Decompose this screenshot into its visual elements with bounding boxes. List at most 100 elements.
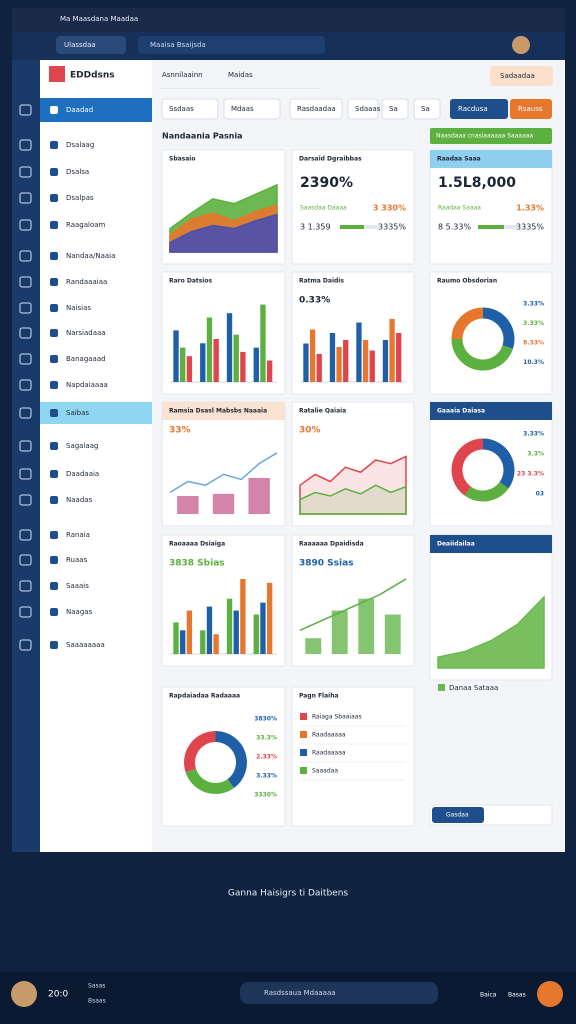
line <box>169 452 278 494</box>
sidebar-item[interactable]: Naisias <box>66 304 91 312</box>
sidebar-item[interactable]: Saaaaaaaa <box>66 641 105 649</box>
sidebar-item[interactable]: Ruaas <box>66 556 88 564</box>
filter[interactable] <box>381 98 409 120</box>
list-swatch <box>300 731 307 738</box>
task-avatar[interactable] <box>11 981 37 1007</box>
filter[interactable] <box>289 98 343 120</box>
divider <box>160 88 320 89</box>
task-search[interactable] <box>240 982 438 1004</box>
item-icon <box>50 556 58 564</box>
address-box[interactable] <box>56 36 126 54</box>
tab[interactable]: Asnnilaainn <box>162 71 203 79</box>
sidebar-item[interactable]: Dsalsa <box>66 168 89 176</box>
action-button[interactable] <box>450 99 508 119</box>
kpi-note: Raadaa Saaaa <box>438 205 481 212</box>
item-icon <box>50 329 58 337</box>
tray-label[interactable]: Baica <box>480 992 497 999</box>
address[interactable]: Ulassdaa <box>64 41 96 49</box>
action-button[interactable] <box>510 99 552 119</box>
task-search-text[interactable]: Rasdssaua Mdaaaaa <box>264 989 336 997</box>
header-button[interactable] <box>490 66 553 86</box>
bar <box>186 610 193 654</box>
filter-label[interactable]: Sa <box>421 105 430 113</box>
card-title: Ratma Daidis <box>299 278 344 285</box>
filter-label[interactable]: Sa <box>389 105 398 113</box>
bar <box>212 493 235 514</box>
action-label[interactable]: Rsauss <box>518 105 543 113</box>
filter[interactable] <box>413 98 441 120</box>
bar <box>240 351 246 382</box>
filter-label[interactable]: Mdaas <box>231 105 254 113</box>
strip-icon <box>19 379 32 391</box>
bar <box>240 578 246 654</box>
donut-segment <box>464 481 509 502</box>
sidebar-item[interactable]: Ranaia <box>66 531 90 539</box>
card <box>291 149 415 265</box>
active-item <box>40 402 152 424</box>
filter[interactable] <box>161 98 219 120</box>
card <box>291 534 415 667</box>
list-item[interactable]: Raadaaaaa <box>312 732 346 739</box>
filter-label[interactable]: Sdaaas <box>355 105 381 113</box>
sidebar-item[interactable]: Daadad <box>66 106 93 114</box>
filter-label[interactable]: Rasdaadaa <box>297 105 336 113</box>
tab[interactable]: Maidas <box>228 71 253 79</box>
strip-icon <box>19 276 32 288</box>
list-item[interactable]: Saaadaa <box>312 768 338 775</box>
sidebar-item[interactable]: Narsiadaaa <box>66 329 106 337</box>
strip-icon <box>19 139 32 151</box>
item-icon <box>50 409 58 417</box>
header-button-label[interactable]: Sadaadaa <box>500 72 535 80</box>
sidebar-item[interactable]: Naadas <box>66 496 93 504</box>
bar <box>173 330 179 382</box>
sidebar-item[interactable]: Napdaiaaaa <box>66 381 108 389</box>
sidebar-item[interactable]: Daadaaia <box>66 470 99 478</box>
sidebar-item[interactable]: Dsalpas <box>66 194 94 202</box>
card-title: Rapdaiadaa Radaaaa <box>169 693 240 700</box>
sidebar <box>40 60 152 852</box>
search-box[interactable] <box>138 36 325 54</box>
filter[interactable] <box>347 98 379 120</box>
sidebar-item[interactable]: Dsalaag <box>66 141 94 149</box>
bottom-button[interactable] <box>432 807 484 823</box>
item-icon <box>50 141 58 149</box>
bar <box>389 319 395 382</box>
filter-label[interactable]: Ssdaas <box>169 105 194 113</box>
avatar[interactable] <box>512 36 530 54</box>
sidebar-item[interactable]: Naagas <box>66 608 93 616</box>
donut-segment <box>451 338 513 371</box>
sidebar-item[interactable]: Randaaaiaa <box>66 278 107 286</box>
bar <box>336 347 342 382</box>
sidebar-item[interactable]: Banagaaad <box>66 355 106 363</box>
bottom-button-label[interactable]: Gasdaa <box>446 812 469 819</box>
filter[interactable] <box>223 98 281 120</box>
sidebar-item[interactable]: Sagalaag <box>66 442 98 450</box>
donut-segment <box>185 768 235 794</box>
bar <box>226 313 233 382</box>
card-subtitle: 3890 Ssias <box>299 559 354 569</box>
sidebar-item[interactable]: Nandaa/Naaia <box>66 252 115 260</box>
strip-icon <box>19 166 32 178</box>
task-button[interactable] <box>537 981 563 1007</box>
search-text[interactable]: Maaisa Bsaijsda <box>150 41 206 49</box>
donut-label: 10.3% <box>523 359 544 366</box>
bar <box>206 606 213 654</box>
sidebar-item[interactable]: Saaais <box>66 582 89 590</box>
bar <box>266 582 273 654</box>
tab-title[interactable]: Ma Maasdana Maadaa <box>60 15 138 23</box>
tray-label[interactable]: Basas <box>508 992 526 999</box>
sidebar-item[interactable]: Saibas <box>66 409 89 417</box>
card-title: Raoaaaa Dsiaiga <box>169 541 225 548</box>
legend-label: Danaa Sataaa <box>449 684 498 692</box>
bar <box>248 478 270 514</box>
list-item[interactable]: Raadaaaaa <box>312 750 346 757</box>
active-item <box>40 98 152 122</box>
action-label[interactable]: Racdusa <box>458 105 488 113</box>
item-icon <box>50 582 58 590</box>
line <box>299 578 407 631</box>
sidebar-item[interactable]: Raagaloam <box>66 221 106 229</box>
bar <box>266 360 273 382</box>
kpi-delta: 3 330% <box>373 204 406 213</box>
list-item[interactable]: Raiaga Sbaaiaas <box>312 714 362 721</box>
